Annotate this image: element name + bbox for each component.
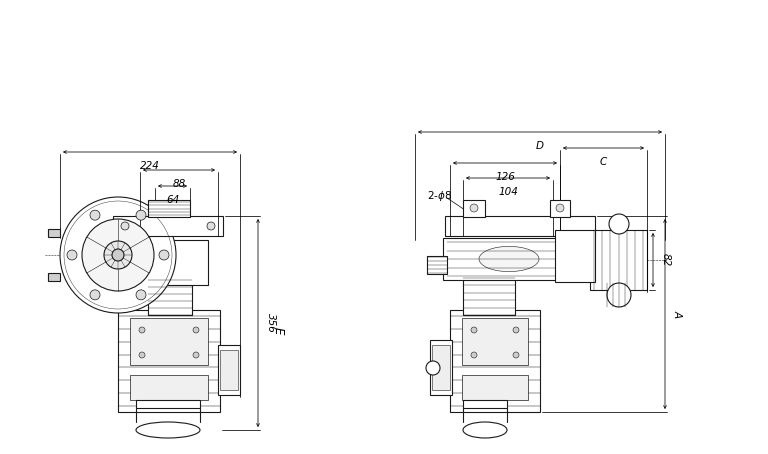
Bar	[130, 318, 208, 365]
Bar	[550, 200, 570, 217]
Circle shape	[471, 352, 477, 358]
Bar	[463, 400, 507, 408]
Text: A: A	[673, 311, 683, 317]
Bar	[462, 375, 528, 400]
Circle shape	[471, 327, 477, 333]
Bar	[432, 345, 450, 390]
Text: 64: 64	[166, 195, 179, 205]
Circle shape	[67, 250, 77, 260]
Bar	[48, 273, 60, 281]
Bar	[148, 280, 192, 315]
Circle shape	[136, 290, 146, 300]
Circle shape	[139, 327, 145, 333]
Text: C: C	[600, 157, 607, 167]
Text: 104: 104	[498, 187, 518, 197]
Circle shape	[470, 204, 478, 212]
Circle shape	[556, 204, 564, 212]
Text: 126: 126	[495, 172, 515, 182]
Bar	[136, 400, 200, 408]
Ellipse shape	[463, 422, 507, 438]
Bar	[130, 375, 208, 400]
Bar	[555, 230, 595, 282]
Circle shape	[136, 210, 146, 220]
Bar	[427, 256, 447, 274]
Bar	[113, 216, 223, 236]
Bar	[118, 310, 220, 412]
Circle shape	[82, 219, 154, 291]
Circle shape	[193, 327, 199, 333]
Circle shape	[426, 361, 440, 375]
Ellipse shape	[136, 422, 200, 438]
Bar	[443, 238, 563, 280]
Bar	[462, 318, 528, 365]
Bar	[463, 200, 485, 217]
Text: 2-$\phi$8: 2-$\phi$8	[427, 189, 452, 203]
Text: 356: 356	[266, 313, 276, 333]
Bar	[450, 310, 540, 412]
Circle shape	[121, 222, 129, 230]
Bar	[48, 229, 60, 237]
Circle shape	[607, 283, 631, 307]
Bar	[590, 230, 647, 290]
Circle shape	[90, 210, 100, 220]
Bar	[218, 345, 240, 395]
Bar	[220, 350, 238, 390]
Circle shape	[60, 197, 176, 313]
Bar	[430, 340, 452, 395]
Bar	[445, 216, 595, 236]
Circle shape	[193, 352, 199, 358]
Circle shape	[609, 214, 629, 234]
Ellipse shape	[479, 247, 539, 271]
Text: 88: 88	[172, 179, 186, 189]
Bar	[463, 278, 515, 315]
Text: D: D	[536, 141, 544, 151]
Circle shape	[112, 249, 124, 261]
Text: E: E	[272, 327, 284, 335]
Circle shape	[513, 327, 519, 333]
Circle shape	[207, 222, 215, 230]
Circle shape	[90, 290, 100, 300]
Circle shape	[139, 352, 145, 358]
Circle shape	[513, 352, 519, 358]
Circle shape	[159, 250, 169, 260]
Bar	[148, 200, 190, 217]
Text: 224: 224	[140, 161, 160, 171]
Circle shape	[104, 241, 132, 269]
Text: 82: 82	[661, 253, 671, 266]
Bar	[130, 240, 208, 285]
